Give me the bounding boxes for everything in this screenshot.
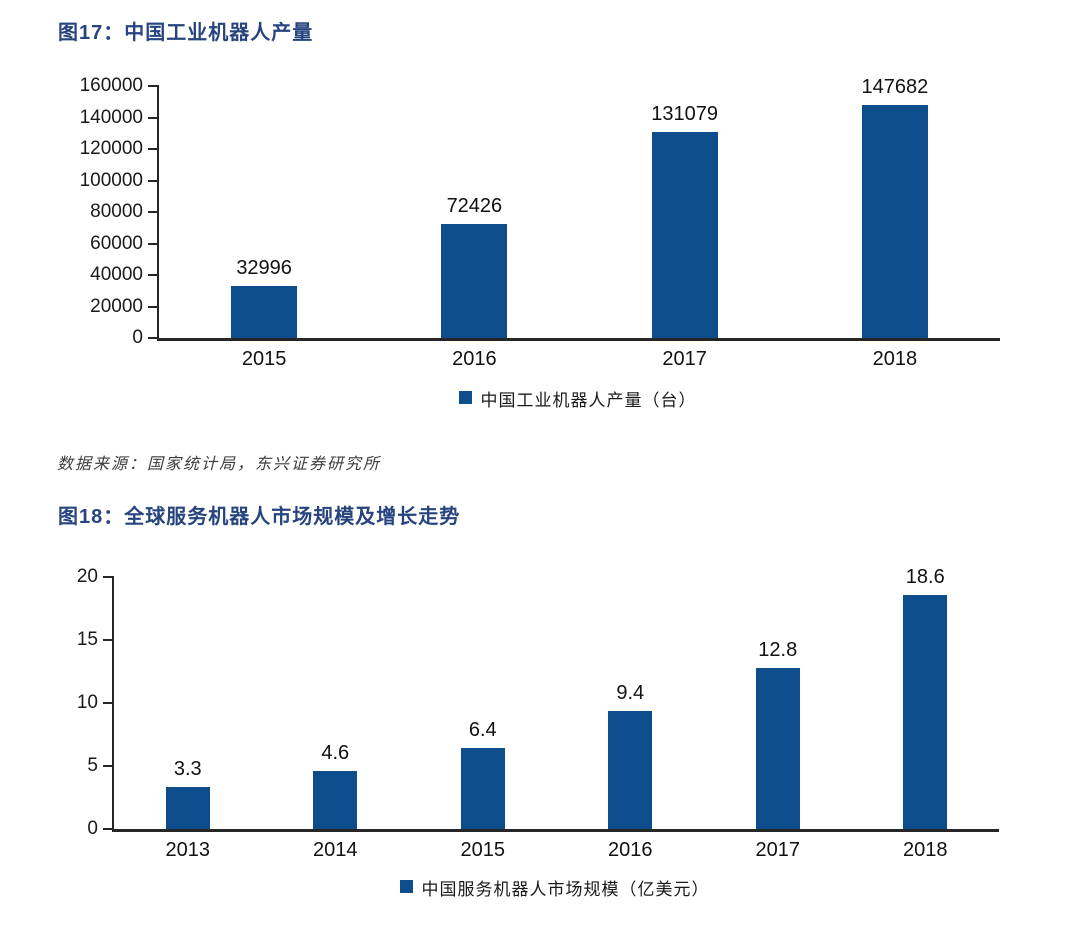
y-axis-tick-mark: [148, 211, 159, 213]
bar: [461, 748, 505, 829]
bar-value-label: 3.3: [173, 758, 202, 780]
legend-square-icon: [458, 391, 472, 404]
x-axis-category-label: 2016: [452, 348, 497, 370]
y-axis-tick-label: 20: [76, 566, 98, 587]
figure17-plot-area: 0 20000 40000 60000 80000 100000 120000 140000 1…: [80, 75, 1000, 370]
bar-value-label: 6.4: [468, 719, 497, 741]
bar-value-label: 18.6: [905, 566, 945, 588]
x-axis-category-label: 2017: [662, 348, 707, 370]
bar-value-label: 9.4: [616, 682, 645, 704]
y-axis-tick-label: 0: [132, 327, 143, 348]
y-axis-tick-label: 0: [87, 818, 98, 839]
y-axis-tick-mark: [103, 639, 114, 641]
bar: [313, 771, 357, 829]
y-axis-tick-label: 80000: [90, 201, 143, 222]
y-axis-tick-mark: [148, 85, 159, 87]
y-axis-tick-label: 40000: [90, 264, 143, 285]
x-axis-category-label: 2015: [241, 348, 287, 370]
bar: [608, 711, 652, 829]
x-axis-category-label: 2016: [608, 839, 653, 861]
figure18-plot-area: 0 5 10 15 20 3.3 2013 4.6 2014 6.4 2015 9.4 2016 12.8…: [77, 566, 999, 861]
figure18-title: 图18：全球服务机器人市场规模及增长走势: [58, 506, 461, 528]
figure17-title: 图17：中国工业机器人产量: [58, 22, 314, 44]
y-axis-tick-label: 120000: [79, 138, 143, 159]
y-axis-tick-mark: [103, 765, 114, 767]
bar-value-label: 12.8: [758, 639, 798, 661]
figure18-legend: 中国服务机器人市场规模（亿美元）: [112, 875, 997, 900]
data-source-note: 数据来源：国家统计局，东兴证券研究所: [57, 456, 382, 473]
y-axis-tick-mark: [148, 274, 159, 276]
bar: [756, 668, 800, 829]
y-axis-tick-mark: [103, 828, 114, 830]
y-axis-tick-mark: [103, 702, 114, 704]
figure18-legend-label: 中国服务机器人市场规模（亿美元）: [421, 880, 710, 899]
x-axis-category-label: 2018: [903, 839, 948, 861]
bar: [166, 787, 210, 829]
figure17-legend-label: 中国工业机器人产量（台）: [480, 391, 697, 410]
bar-value-label: 4.6: [321, 742, 350, 764]
y-axis-tick-mark: [148, 179, 159, 182]
x-axis-category-label: 2015: [460, 839, 506, 861]
bar: [652, 132, 718, 338]
y-axis-tick-mark: [148, 148, 159, 150]
figure17-legend: 中国工业机器人产量（台）: [157, 386, 998, 411]
y-axis-tick-label: 5: [87, 755, 98, 776]
bar: [231, 286, 297, 338]
bar: [862, 105, 928, 338]
y-axis-tick-mark: [148, 337, 159, 339]
y-axis-tick-label: 60000: [90, 232, 143, 254]
y-axis-tick-mark: [148, 242, 159, 245]
y-axis-tick-label: 160000: [79, 75, 143, 96]
bar-value-label: 131079: [651, 103, 718, 125]
bar-value-label: 32996: [236, 257, 292, 279]
x-axis-category-label: 2017: [755, 839, 801, 861]
y-axis-tick-label: 100000: [79, 169, 143, 191]
bar-value-label: 147682: [861, 76, 929, 98]
y-axis-tick-mark: [148, 305, 159, 308]
bar-value-label: 72426: [446, 195, 503, 217]
y-axis-tick-mark: [148, 116, 159, 119]
y-axis-tick-label: 20000: [90, 295, 143, 317]
bar: [903, 595, 947, 829]
y-axis-tick-label: 10: [76, 692, 98, 713]
y-axis-tick-label: 140000: [79, 106, 143, 128]
bar: [441, 224, 507, 338]
x-axis-category-label: 2018: [872, 348, 918, 370]
y-axis-tick-mark: [103, 576, 114, 578]
legend-square-icon: [399, 880, 413, 893]
x-axis-category-label: 2014: [313, 839, 358, 861]
x-axis-category-label: 2013: [165, 839, 211, 861]
y-axis-tick-label: 15: [76, 629, 98, 650]
